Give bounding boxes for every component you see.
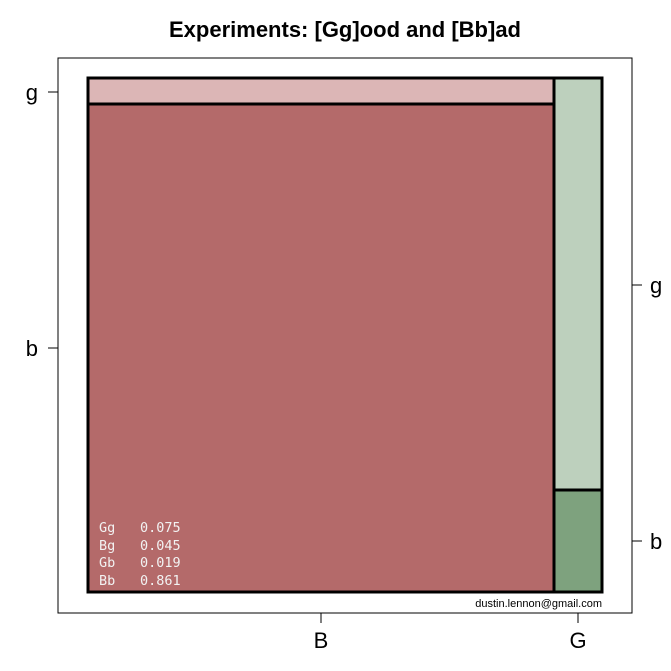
legend-value-bb: 0.861	[140, 573, 181, 589]
credit-text: dustin.lennon@gmail.com	[475, 598, 602, 610]
cell-gg	[552, 76, 604, 492]
right-tick-label-b: b	[650, 529, 662, 554]
cell-bb	[86, 102, 556, 594]
legend-key-gg: Gg	[99, 520, 115, 536]
legend-key-bb: Bb	[99, 573, 115, 589]
legend-value-gb: 0.019	[140, 555, 181, 571]
chart-title: Experiments: [Gg]ood and [Bb]ad	[169, 17, 521, 42]
cell-gb	[552, 488, 604, 594]
cell-bg	[86, 76, 556, 106]
legend-value-gg: 0.075	[140, 520, 181, 536]
legend-key-bg: Bg	[99, 538, 115, 554]
left-tick-label-b: b	[26, 336, 38, 361]
plot-frame	[57, 57, 633, 614]
bottom-tick-label-b: B	[314, 628, 329, 653]
right-tick-label-g: g	[650, 273, 662, 298]
left-tick-label-g: g	[26, 80, 38, 105]
bottom-tick-label-g: G	[569, 628, 586, 653]
legend-key-gb: Gb	[99, 555, 115, 571]
legend-value-bg: 0.045	[140, 538, 181, 554]
